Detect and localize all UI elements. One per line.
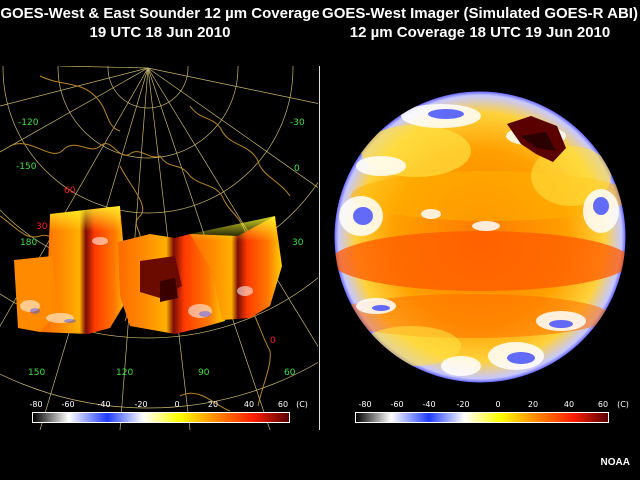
grid-label: 0 — [294, 164, 300, 174]
left-colorbar — [32, 412, 290, 423]
colorbar-tick: -60 — [61, 400, 75, 409]
colorbar-tick: 0 — [174, 400, 180, 409]
colorbar-tick: 40 — [563, 400, 575, 409]
grid-label: 60 — [284, 368, 296, 378]
colorbar-tick: -80 — [358, 400, 372, 409]
colorbar-tick: 0 — [495, 400, 501, 409]
colorbar-tick: 20 — [527, 400, 539, 409]
grid-label: 30 — [292, 238, 304, 248]
grid-label: 60 — [64, 186, 76, 196]
colorbar-tick: 60 — [277, 400, 289, 409]
left-title-line2: 19 UTC 18 Jun 2010 — [89, 24, 231, 41]
colorbar-tick: -60 — [390, 400, 404, 409]
sounder-coverage-map: -120 -150 180 -30 0 30 150 120 90 60 60 … — [0, 66, 318, 430]
grid-label: 0 — [270, 336, 276, 346]
sounder-map-graphic — [0, 66, 318, 430]
grid-label: 150 — [28, 368, 46, 378]
right-title-line2: 12 µm Coverage 18 UTC 19 Jun 2010 — [349, 24, 611, 41]
colorbar-tick: -40 — [422, 400, 436, 409]
grid-label: -150 — [16, 162, 37, 172]
noaa-credit: NOAA — [600, 457, 630, 468]
grid-label: 30 — [36, 222, 48, 232]
colorbar-tick: 20 — [207, 400, 219, 409]
right-panel-title: GOES-West Imager (Simulated GOES-R ABI) … — [320, 4, 640, 42]
right-colorbar — [355, 412, 609, 423]
colorbar-tick: -20 — [456, 400, 470, 409]
right-colorbar-ticks: -80 -60 -40 -20 0 20 40 60 (C) — [321, 400, 639, 412]
grid-label: 120 — [116, 368, 134, 378]
sounder-swaths — [14, 206, 282, 334]
grid-label: -30 — [290, 118, 305, 128]
full-disk-graphic — [333, 90, 627, 384]
grid-label: 180 — [20, 238, 38, 248]
panel-divider — [319, 66, 320, 430]
left-colorbar-ticks: -80 -60 -40 -20 0 20 40 60 (C) — [0, 400, 318, 412]
left-title-line1: GOES-West & East Sounder 12 µm Coverage — [0, 5, 320, 22]
right-title-line1: GOES-West Imager (Simulated GOES-R ABI) — [322, 5, 638, 22]
grid-label: -120 — [18, 118, 39, 128]
colorbar-unit: (C) — [617, 400, 629, 409]
grid-label: 90 — [198, 368, 210, 378]
colorbar-unit: (C) — [296, 400, 308, 409]
left-panel-title: GOES-West & East Sounder 12 µm Coverage … — [0, 4, 320, 42]
colorbar-tick: 60 — [597, 400, 609, 409]
full-disk-image: -80 -60 -40 -20 0 20 40 60 (C) — [321, 66, 639, 430]
colorbar-tick: -20 — [134, 400, 148, 409]
colorbar-tick: -40 — [97, 400, 111, 409]
colorbar-tick: -80 — [29, 400, 43, 409]
colorbar-tick: 40 — [243, 400, 255, 409]
